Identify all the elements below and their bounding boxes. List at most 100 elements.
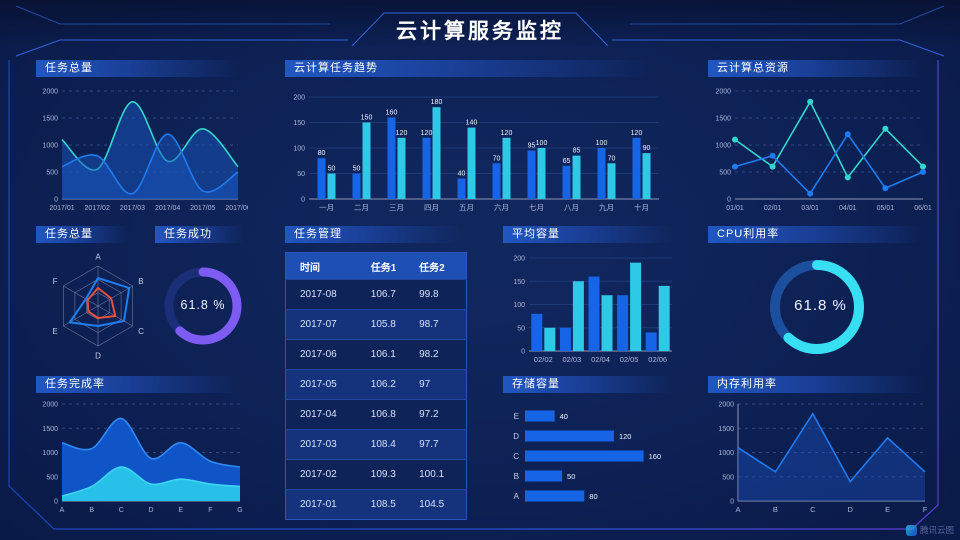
svg-text:2017/01: 2017/01 — [49, 205, 74, 212]
svg-text:A: A — [735, 505, 740, 514]
avg-capacity-chart: 0 50 100 150 200 02/02 02/03 02/04 02/05 02/06 — [513, 256, 672, 364]
svg-text:80: 80 — [589, 492, 597, 501]
table-row: 2017-04 106.8 97.2 — [285, 399, 467, 430]
table-row: 2017-01 108.5 104.5 — [285, 489, 467, 520]
svg-text:100: 100 — [513, 302, 525, 309]
table-row: 2017-08 106.7 99.8 — [285, 279, 467, 310]
table-cell: 108.4 — [369, 429, 419, 460]
svg-text:85: 85 — [573, 148, 581, 155]
table-cell: 97 — [418, 369, 467, 400]
table-row: 2017-02 109.3 100.1 — [285, 459, 467, 490]
panel-title-task-radar: 任务总量 — [36, 226, 131, 243]
svg-text:120: 120 — [501, 130, 513, 137]
svg-text:120: 120 — [631, 130, 643, 137]
svg-text:D: D — [847, 505, 853, 514]
task-table: 时间 任务1 任务2 2017-08 106.7 99.8 2017-07 105.8 98.… — [285, 252, 467, 520]
svg-text:140: 140 — [466, 120, 478, 127]
svg-text:02/06: 02/06 — [648, 355, 667, 364]
task-success-gauge — [164, 267, 242, 345]
svg-text:06/01: 06/01 — [914, 205, 932, 212]
svg-text:02/02: 02/02 — [534, 355, 553, 364]
svg-text:E: E — [885, 505, 890, 514]
table-row: 2017-06 106.1 98.2 — [285, 339, 467, 370]
table-header-row: 时间 任务1 任务2 — [285, 252, 467, 280]
svg-text:五月: 五月 — [459, 203, 474, 212]
panel-title-task-total-area: 任务总量 — [36, 60, 246, 77]
svg-text:1000: 1000 — [42, 450, 58, 457]
svg-text:2017/04: 2017/04 — [155, 205, 180, 212]
panel-title-avg-capacity: 平均容量 — [503, 226, 680, 243]
svg-text:D: D — [95, 352, 101, 361]
svg-text:1000: 1000 — [715, 143, 731, 150]
svg-text:D: D — [513, 432, 519, 441]
table-cell: 106.7 — [369, 279, 419, 310]
svg-text:40: 40 — [560, 412, 568, 421]
table-cell: 109.3 — [369, 459, 419, 490]
svg-text:2017/03: 2017/03 — [120, 205, 145, 212]
svg-text:0: 0 — [54, 499, 58, 506]
svg-text:C: C — [138, 327, 144, 336]
panel-title-task-completion: 任务完成率 — [36, 376, 246, 393]
svg-text:90: 90 — [643, 145, 651, 152]
svg-text:120: 120 — [619, 432, 632, 441]
svg-text:1500: 1500 — [715, 116, 731, 123]
table-cell: 2017-08 — [285, 279, 370, 310]
task-total-area-chart: 0 500 1000 1500 2000 2017/01 2017/02 2017/03 201… — [42, 89, 248, 213]
svg-text:九月: 九月 — [599, 203, 614, 212]
svg-text:E: E — [514, 412, 519, 421]
svg-text:65: 65 — [563, 158, 571, 165]
svg-text:C: C — [810, 505, 816, 514]
svg-text:F: F — [53, 277, 58, 286]
svg-text:150: 150 — [293, 120, 305, 127]
task-trend-chart: 0 50 100 150 200 一月 80 50 二月 50 150 三月 160 120 四月 120 18… — [293, 95, 659, 212]
table-cell: 98.2 — [418, 339, 467, 370]
cpu-gauge — [770, 260, 864, 354]
svg-text:2000: 2000 — [718, 402, 734, 409]
task-completion-chart: 0 500 1000 1500 2000 A B C D E F G — [42, 402, 242, 515]
svg-text:50: 50 — [297, 171, 305, 178]
svg-text:160: 160 — [649, 452, 662, 461]
table-cell: 98.7 — [418, 309, 467, 340]
table-cell: 100.1 — [418, 459, 467, 490]
svg-text:G: G — [237, 507, 242, 514]
svg-text:1000: 1000 — [42, 143, 58, 150]
panel-title-memory: 内存利用率 — [708, 376, 933, 393]
svg-text:500: 500 — [46, 170, 58, 177]
svg-text:0: 0 — [730, 499, 734, 506]
svg-text:2017/02: 2017/02 — [85, 205, 110, 212]
svg-text:04/01: 04/01 — [839, 205, 857, 212]
svg-text:E: E — [52, 327, 57, 336]
watermark: 腾讯云图 — [905, 524, 954, 536]
svg-text:二月: 二月 — [354, 203, 369, 212]
table-cell: 106.8 — [369, 399, 419, 430]
svg-text:2000: 2000 — [42, 89, 58, 96]
table-row: 2017-03 108.4 97.7 — [285, 429, 467, 460]
svg-text:200: 200 — [513, 256, 525, 263]
svg-text:C: C — [119, 507, 124, 514]
cpu-usage-value: 61.8 % — [794, 297, 847, 314]
svg-text:180: 180 — [431, 99, 443, 106]
svg-text:50: 50 — [353, 166, 361, 173]
svg-text:500: 500 — [719, 170, 731, 177]
svg-text:2000: 2000 — [715, 89, 731, 96]
svg-text:B: B — [89, 507, 94, 514]
svg-text:1500: 1500 — [42, 116, 58, 123]
svg-text:A: A — [514, 492, 520, 501]
svg-text:01/01: 01/01 — [726, 205, 744, 212]
table-cell: 99.8 — [418, 279, 467, 310]
table-cell: 106.2 — [369, 369, 419, 400]
svg-text:三月: 三月 — [389, 203, 404, 212]
task-table-head: 时间 任务1 任务2 — [285, 252, 467, 280]
svg-text:50: 50 — [328, 166, 336, 173]
table-cell: 97.2 — [418, 399, 467, 430]
table-cell: 97.7 — [418, 429, 467, 460]
svg-text:120: 120 — [396, 130, 408, 137]
svg-text:六月: 六月 — [494, 202, 509, 212]
svg-text:05/01: 05/01 — [877, 205, 895, 212]
task-radar-chart: A B C D E F — [52, 252, 144, 361]
svg-text:四月: 四月 — [424, 203, 439, 212]
svg-text:200: 200 — [293, 95, 305, 102]
table-column-header: 时间 — [285, 252, 370, 280]
svg-text:E: E — [178, 507, 183, 514]
